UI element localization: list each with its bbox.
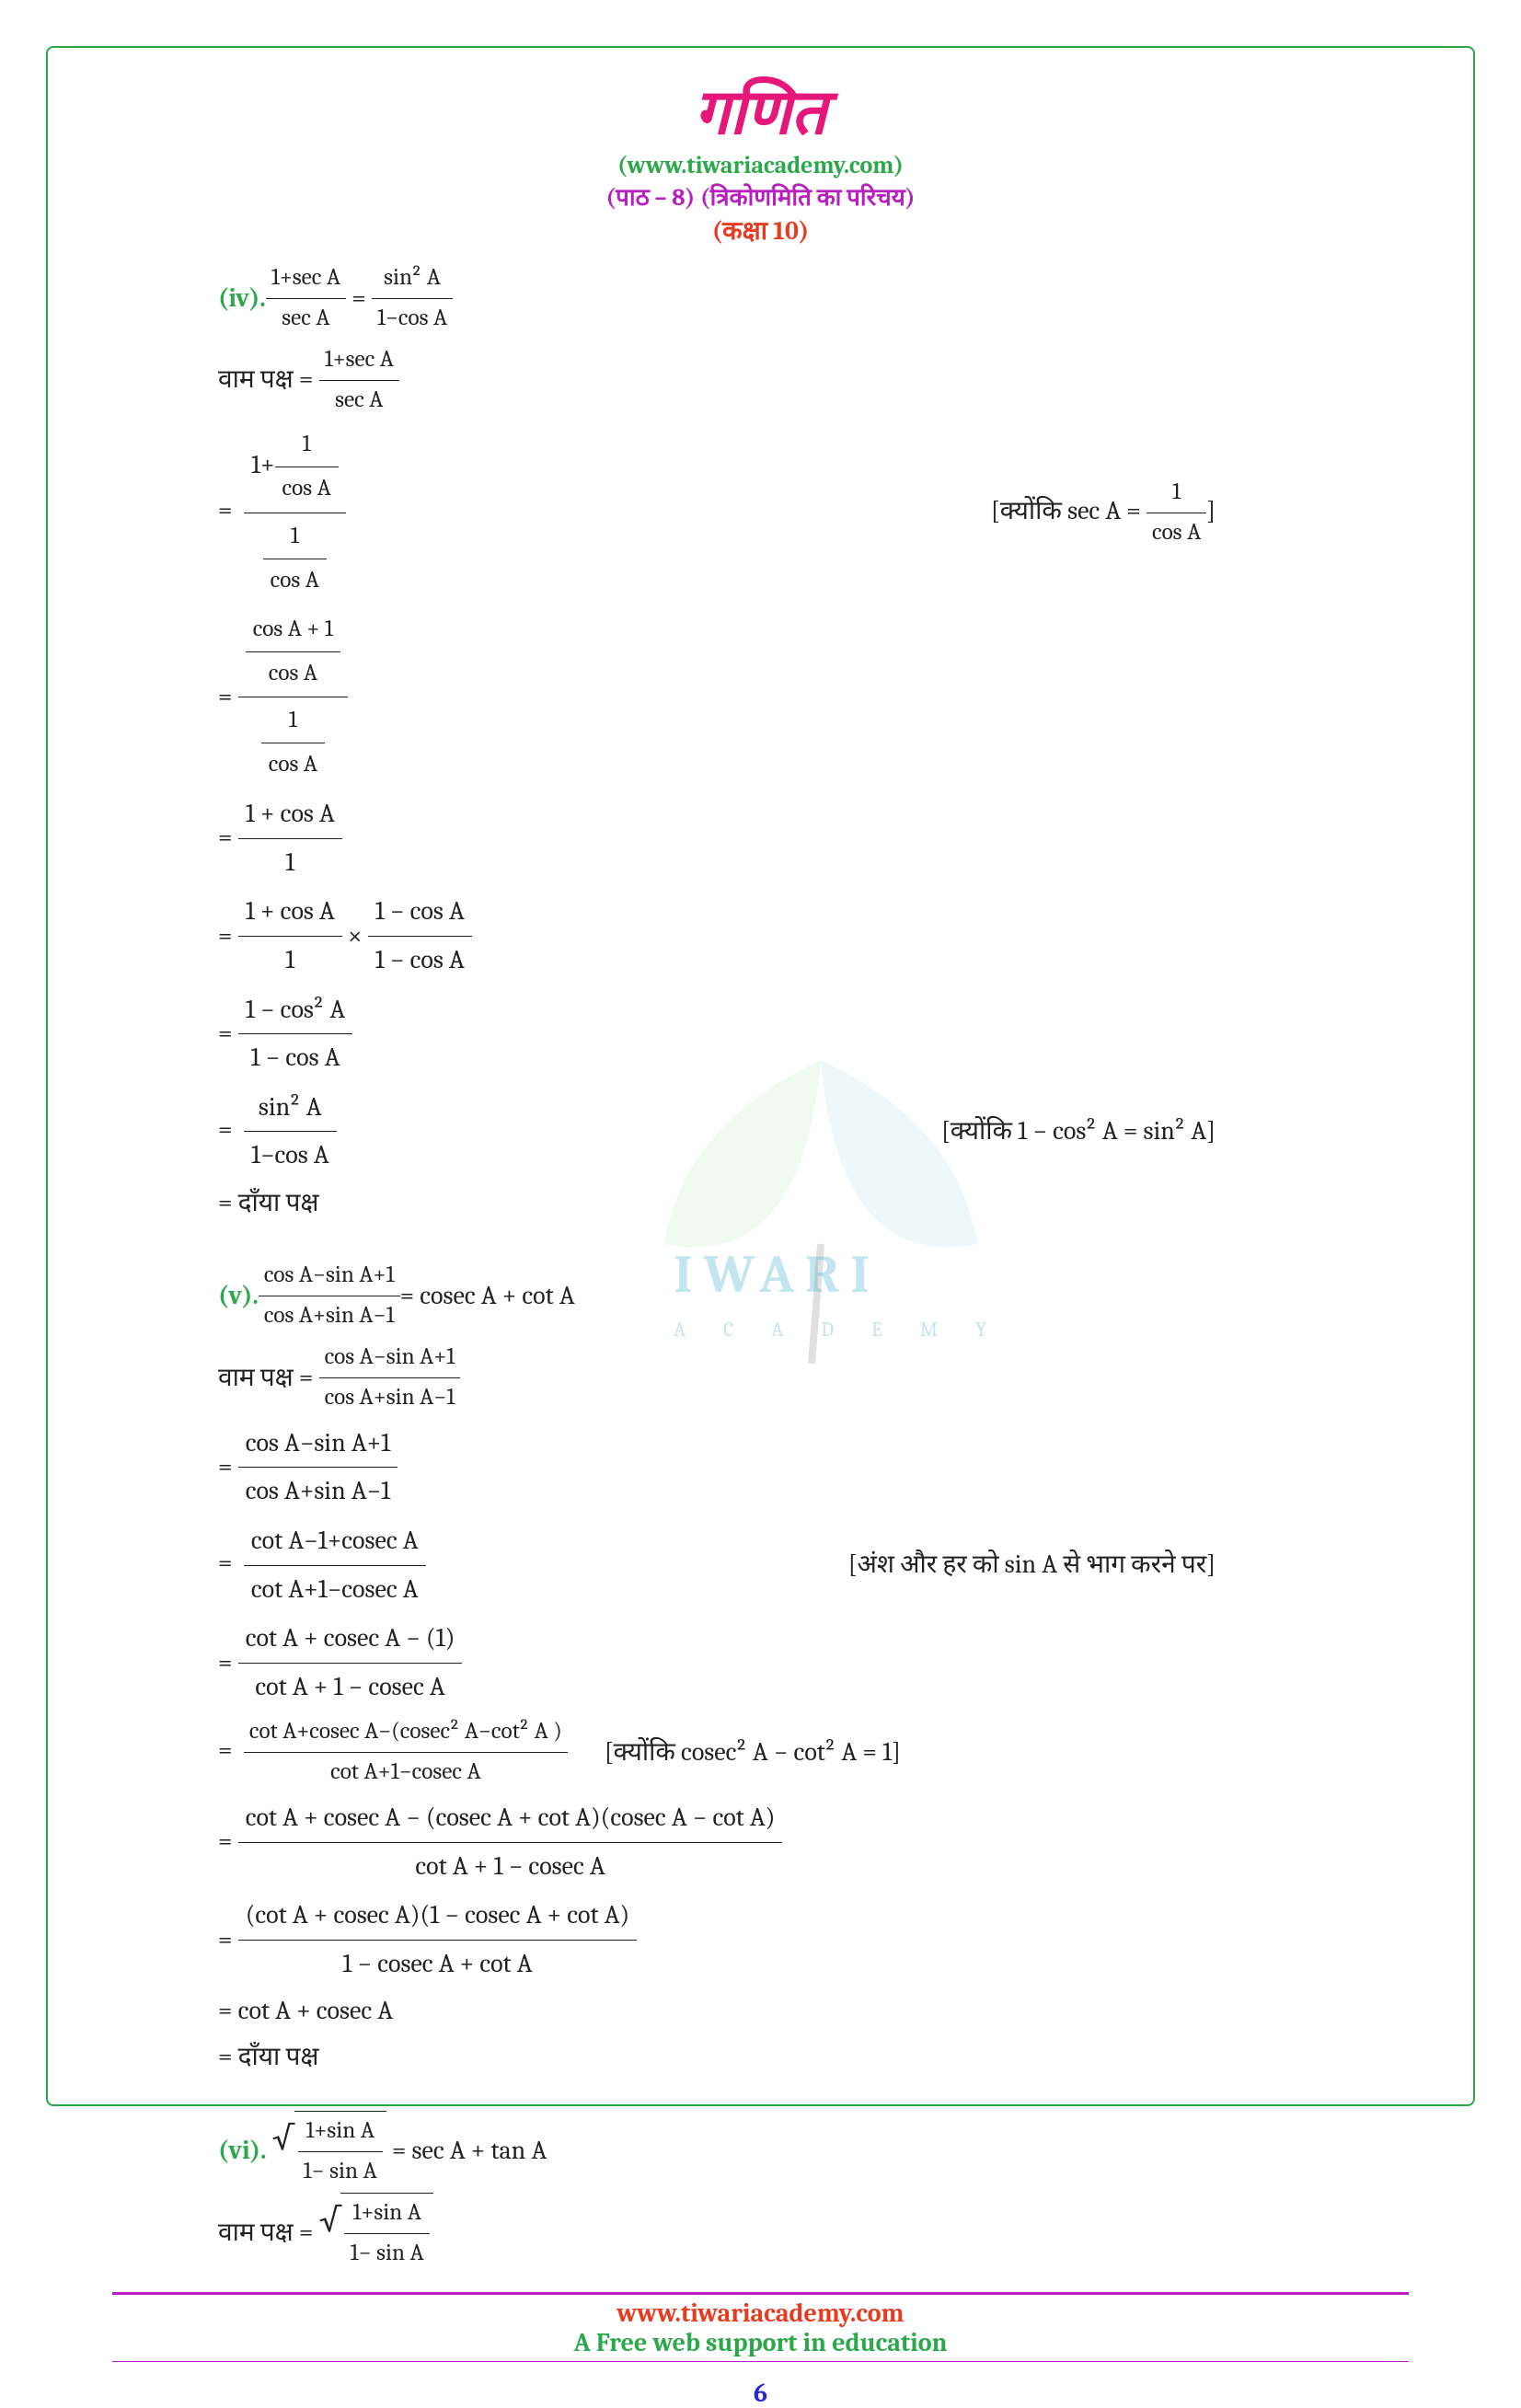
math-step: = cot A + cosec A − (1) cot A + 1 − cose… xyxy=(218,1615,1354,1711)
math-fraction: cot A + cosec A − (cosec A + cot A)(cose… xyxy=(238,1794,783,1890)
math-fraction: 1 + cos A 1 xyxy=(238,888,342,984)
math-fraction: cot A + cosec A − (1) cot A + 1 − cosec … xyxy=(238,1615,463,1711)
math-fraction: 1 − cos A 1 − cos A xyxy=(368,888,472,984)
math-step: = (cot A + cosec A)(1 − cosec A + cot A)… xyxy=(218,1892,1354,1987)
math-step: = 1 + cos A 1 xyxy=(218,790,1354,886)
math-fraction: sin² A 1−cos A xyxy=(372,259,453,339)
chapter-title: (पाठ – 8) (त्रिकोणमिति का परिचय) xyxy=(112,179,1409,213)
math-step: = 1 + cos A 1 × 1 − cos A 1 − cos A xyxy=(218,888,1354,984)
math-note: [क्योंकि sec A = 1cos A] xyxy=(991,473,1354,553)
math-fraction: cot A+cosec A−(cosec² A−cot² A ) cot A+1… xyxy=(244,1712,568,1792)
watermark-brand: IWARI xyxy=(674,1244,881,1306)
math-step: वाम पक्ष = 1+sec A sec A xyxy=(218,340,1354,421)
math-final: = दाँया पक्ष xyxy=(218,1181,1354,1226)
math-fraction: (cot A + cosec A)(1 − cosec A + cot A) 1… xyxy=(238,1892,637,1987)
math-step: = cos A + 1cos A 1cos A xyxy=(218,606,1354,789)
math-fraction: cos A + 1cos A 1cos A xyxy=(238,606,348,789)
page-footer: www.tiwariacademy.com A Free web support… xyxy=(112,2292,1409,2362)
header-website: (www.tiwariacademy.com) xyxy=(112,152,1409,179)
math-step: = cot A−1+cosec A cot A+1−cosec A [अंश औ… xyxy=(218,1517,1354,1613)
math-fraction: cos A−sin A+1 cos A+sin A−1 xyxy=(319,1338,461,1418)
math-step: वाम पक्ष = cos A−sin A+1 cos A+sin A−1 xyxy=(218,1338,1354,1418)
problem-iv-label: (iv). xyxy=(218,277,266,321)
page-border: IWARI A C A D E M Y गणित (www.tiwariacad… xyxy=(46,46,1475,2106)
math-fraction: cos A−sin A+1 cos A+sin A−1 xyxy=(259,1256,400,1336)
math-fraction: 1+sin A 1− sin A xyxy=(298,2112,383,2192)
subject-title: गणित xyxy=(112,66,1409,152)
math-fraction: cot A−1+cosec A cot A+1−cosec A xyxy=(244,1517,426,1613)
footer-website: www.tiwariacademy.com xyxy=(112,2299,1409,2328)
watermark-subtext: A C A D E M Y xyxy=(674,1318,1003,1342)
math-step: = 1+1cos A 1cos A [क्योंकि sec A = 1cos … xyxy=(218,421,1354,604)
math-note: [अंश और हर को sin A से भाग करने पर] xyxy=(848,1543,1354,1587)
sqrt-icon: √ 1+sin A 1− sin A xyxy=(272,2111,386,2192)
problem-v-label: (v). xyxy=(218,1274,259,1319)
math-fraction: 1 − cos² A 1 − cos A xyxy=(238,986,353,1082)
math-step: = cot A + cosec A xyxy=(218,1989,1354,2034)
math-step: = 1 − cos² A 1 − cos A xyxy=(218,986,1354,1082)
math-fraction: 1+sec A sec A xyxy=(319,340,399,421)
problem-vi-statement: (vi). √ 1+sin A 1− sin A = sec A + tan A xyxy=(218,2111,1354,2192)
footer-tagline: A Free web support in education xyxy=(112,2328,1409,2357)
page-header: गणित (www.tiwariacademy.com) (पाठ – 8) (… xyxy=(112,66,1409,248)
class-label: (कक्षा 10) xyxy=(112,213,1409,248)
math-fraction: sin² A 1−cos A xyxy=(244,1084,337,1180)
math-step: = cos A−sin A+1 cos A+sin A−1 xyxy=(218,1420,1354,1515)
math-fraction: 1+sec A sec A xyxy=(266,259,346,339)
math-fraction: 1 + cos A 1 xyxy=(238,790,342,886)
problem-iv-statement: (iv). 1+sec A sec A = sin² A 1−cos A xyxy=(218,259,1354,339)
problem-vi-label: (vi). xyxy=(218,2129,266,2173)
sqrt-icon: √ 1+sin A 1− sin A xyxy=(319,2193,433,2274)
equals: = xyxy=(346,277,372,321)
math-note: [क्योंकि 1 − cos² A = sin² A] xyxy=(941,1110,1354,1154)
math-final: = दाँया पक्ष xyxy=(218,2035,1354,2080)
math-fraction: cos A−sin A+1 cos A+sin A−1 xyxy=(238,1420,398,1515)
page-number: 6 xyxy=(112,2379,1409,2408)
math-step: = cot A + cosec A − (cosec A + cot A)(co… xyxy=(218,1794,1354,1890)
math-step: = sin² A 1−cos A [क्योंकि 1 − cos² A = s… xyxy=(218,1084,1354,1180)
math-step: वाम पक्ष = √ 1+sin A 1− sin A xyxy=(218,2193,1354,2274)
math-fraction: 1+1cos A 1cos A xyxy=(244,421,346,604)
math-note: [क्योंकि cosec² A − cot² A = 1] xyxy=(605,1731,901,1775)
math-step: = cot A+cosec A−(cosec² A−cot² A ) cot A… xyxy=(218,1712,1354,1792)
math-fraction: 1+sin A 1− sin A xyxy=(344,2194,429,2274)
